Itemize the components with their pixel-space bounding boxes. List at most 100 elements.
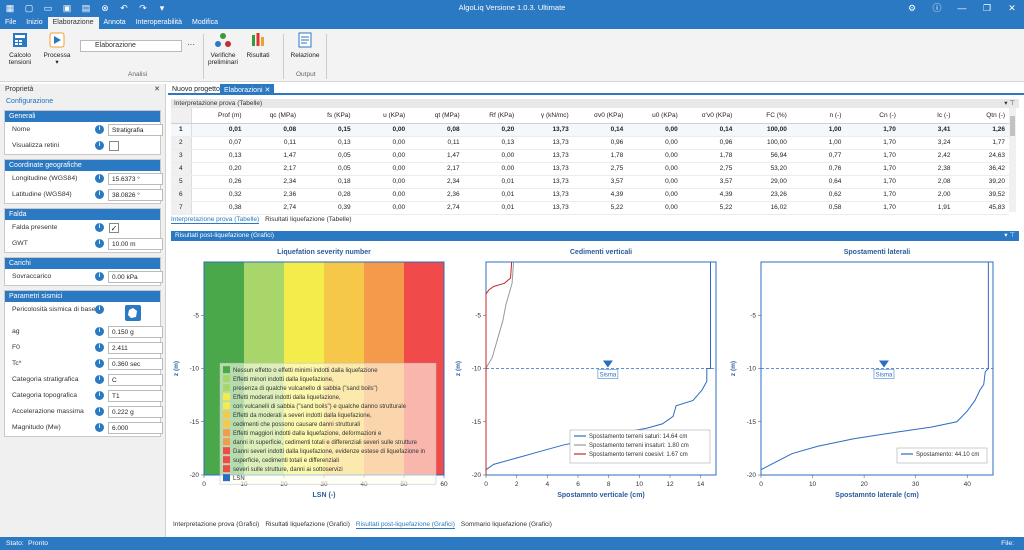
visualizza-retini-checkbox[interactable] — [109, 141, 119, 151]
falda-presente-checkbox[interactable]: ✓ — [109, 223, 119, 233]
panel-pin-icon[interactable]: ▾ ⊤ — [1004, 232, 1015, 239]
table-cell: 3,24 — [899, 136, 955, 150]
column-header[interactable]: σ'v0 (KPa) — [681, 108, 737, 124]
menu-file[interactable]: File — [5, 19, 17, 26]
info-icon[interactable]: i — [95, 125, 104, 134]
info-icon[interactable]: i — [95, 141, 104, 150]
column-header[interactable] — [171, 108, 192, 124]
info-icon[interactable]: ⓘ — [932, 3, 942, 13]
subtab-interpretazione[interactable]: Interpretazione prova (Tabelle) — [171, 216, 260, 224]
column-header[interactable]: u0 (KPa) — [627, 108, 682, 124]
info-icon[interactable]: i — [95, 391, 104, 400]
column-header[interactable]: n (-) — [790, 108, 846, 124]
info-icon[interactable]: i — [95, 223, 104, 232]
open-folder-icon[interactable]: ▭ — [43, 3, 53, 13]
tc-input[interactable]: 0.360 sec — [108, 358, 163, 370]
table-row[interactable]: 3 0,13 1,47 0,05 0,00 1,47 0,00 13,73 1,78 0,00 1,… — [171, 149, 1009, 163]
magnitudo-input[interactable]: 6.000 — [108, 422, 163, 434]
table-cell: 2,34 — [409, 175, 464, 189]
info-icon[interactable]: i — [95, 343, 104, 352]
subtab-interp-grafici[interactable]: Interpretazione prova (Grafici) — [173, 521, 260, 528]
close-tab-icon[interactable]: ✕ — [264, 87, 271, 94]
legend-entry: cedimenti che possono causare danni stru… — [233, 422, 360, 428]
close-file-icon[interactable]: ⊗ — [101, 3, 109, 13]
column-header[interactable]: qc (MPa) — [245, 108, 301, 124]
table-row[interactable]: 6 0,32 2,36 0,28 0,00 2,36 0,01 13,73 4,39 0,00 4,… — [171, 188, 1009, 202]
subtab-risultati-grafici[interactable]: Risultati liquefazione (Grafici) — [265, 521, 350, 528]
calcolo-tensioni-button[interactable]: Calcolo tensioni — [4, 32, 36, 66]
table-row[interactable]: 4 0,20 2,17 0,05 0,00 2,17 0,00 13,73 2,75 0,00 2,… — [171, 162, 1009, 176]
column-header[interactable]: Cn (-) — [845, 108, 900, 124]
info-icon[interactable]: i — [95, 174, 104, 183]
minimize-button[interactable]: — — [957, 3, 967, 13]
info-icon[interactable]: i — [95, 239, 104, 248]
table-row[interactable]: 1 0,01 0,08 0,15 0,00 0,08 0,20 13,73 0,14 0,00 0,… — [171, 123, 1009, 137]
verifiche-button[interactable]: Verifiche preliminari — [206, 32, 240, 66]
categoria-topografica-select[interactable]: T1 — [108, 390, 163, 402]
dropdown-icon[interactable]: ▾ — [159, 3, 165, 13]
info-icon[interactable]: i — [95, 407, 104, 416]
save-as-icon[interactable]: ▤ — [81, 3, 91, 13]
menu-modifica[interactable]: Modifica — [192, 19, 219, 26]
menu-inizio[interactable]: Inizio — [26, 19, 43, 26]
accelerazione-input[interactable]: 0.222 g — [108, 406, 163, 418]
table-row[interactable]: 2 0,07 0,11 0,13 0,00 0,11 0,13 13,73 0,96 0,00 0,… — [171, 136, 1009, 150]
column-header[interactable]: γ (kN/mc) — [518, 108, 573, 124]
panel-pin-icon[interactable]: ▾ ⊤ — [1004, 100, 1015, 107]
processa-button[interactable]: Processa ▾ — [40, 32, 74, 66]
latitude-input[interactable]: 38.0826 ° — [108, 189, 163, 201]
subtab-post-liquefazione[interactable]: Risultati post-liquefazione (Grafici) — [355, 521, 455, 529]
table-row[interactable]: 7 0,38 2,74 0,39 0,00 2,74 0,01 13,73 5,22 0,00 5,… — [171, 201, 1009, 215]
column-header[interactable]: FC (%) — [736, 108, 791, 124]
table-scrollbar[interactable] — [1009, 108, 1016, 212]
pericolosita-map-icon[interactable] — [125, 305, 141, 321]
menu-elaborazione[interactable]: Elaborazione — [47, 17, 99, 29]
column-header[interactable]: Qtn (-) — [954, 108, 1009, 124]
risultati-button[interactable]: Risultati — [244, 32, 272, 59]
column-header[interactable]: Rf (KPa) — [463, 108, 519, 124]
close-panel-icon[interactable]: ✕ — [154, 86, 160, 93]
relazione-button[interactable]: Relazione — [288, 32, 322, 59]
ag-input[interactable]: 0.150 g — [108, 326, 163, 338]
undo-icon[interactable]: ↶ — [120, 3, 128, 13]
save-icon[interactable]: ▣ — [62, 3, 72, 13]
configurazione-link[interactable]: Configurazione — [6, 98, 54, 105]
elaborazione-select[interactable]: Elaborazione — [80, 40, 182, 52]
column-header[interactable]: Ic (-) — [899, 108, 955, 124]
nome-input[interactable]: Stratigrafia — [108, 124, 163, 136]
subtab-risultati[interactable]: Risultati liquefazione (Tabelle) — [265, 216, 352, 223]
ribbon-separator — [326, 34, 327, 79]
info-icon[interactable]: i — [95, 423, 104, 432]
table-cell: 1,78 — [681, 149, 737, 163]
subtab-sommario[interactable]: Sommario liquefazione (Grafici) — [460, 521, 552, 528]
close-button[interactable]: ✕ — [1008, 3, 1016, 13]
gwt-input[interactable]: 10.00 m — [108, 238, 163, 250]
column-header[interactable]: u (KPa) — [354, 108, 410, 124]
more-options-icon[interactable]: ··· — [187, 40, 195, 49]
new-file-icon[interactable]: ▢ — [24, 3, 34, 13]
info-icon[interactable]: i — [95, 190, 104, 199]
menu-annota[interactable]: Annota — [103, 19, 126, 26]
info-icon[interactable]: i — [95, 359, 104, 368]
maximize-button[interactable]: ❐ — [982, 3, 992, 13]
categoria-stratigrafica-select[interactable]: C — [108, 374, 163, 386]
menu-interoperabilita[interactable]: Interoperabilità — [135, 19, 182, 26]
info-icon[interactable]: i — [95, 327, 104, 336]
redo-icon[interactable]: ↷ — [139, 3, 147, 13]
scroll-thumb[interactable] — [1010, 116, 1015, 136]
tab-nuovo-progetto[interactable]: Nuovo progetto — [172, 86, 220, 93]
info-icon[interactable]: i — [95, 272, 104, 281]
column-header[interactable]: fs (KPa) — [300, 108, 355, 124]
tab-elaborazioni[interactable]: Elaborazioni ✕ — [220, 84, 275, 95]
water-label-box — [873, 369, 895, 379]
column-header[interactable]: Prof (m) — [191, 108, 246, 124]
table-row[interactable]: 5 0,26 2,34 0,18 0,00 2,34 0,01 13,73 3,57 0,00 3,… — [171, 175, 1009, 189]
info-icon[interactable]: i — [95, 375, 104, 384]
sovraccarico-input[interactable]: 0.00 kPa — [108, 271, 163, 283]
settings-icon[interactable]: ⚙ — [907, 3, 917, 13]
column-header[interactable]: σv0 (KPa) — [572, 108, 628, 124]
longitude-input[interactable]: 15.6373 ° — [108, 173, 163, 185]
info-icon[interactable]: i — [95, 305, 104, 314]
column-header[interactable]: qt (MPa) — [409, 108, 464, 124]
f0-input[interactable]: 2.411 — [108, 342, 163, 354]
